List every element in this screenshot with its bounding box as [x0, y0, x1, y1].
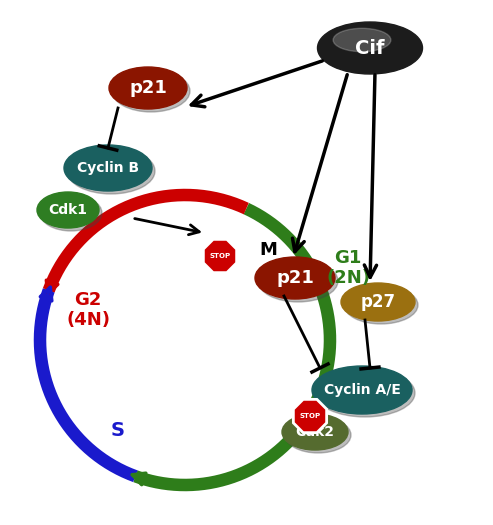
Text: p27: p27: [360, 293, 395, 311]
Text: Cyclin A/E: Cyclin A/E: [323, 383, 400, 397]
Ellipse shape: [37, 192, 99, 228]
Ellipse shape: [317, 22, 423, 74]
Text: STOP: STOP: [299, 413, 320, 419]
Ellipse shape: [40, 195, 102, 231]
Text: Cdk2: Cdk2: [295, 425, 334, 439]
Text: Cdk1: Cdk1: [48, 203, 87, 217]
Ellipse shape: [258, 260, 338, 302]
Text: S: S: [111, 421, 125, 439]
Ellipse shape: [315, 369, 415, 417]
Polygon shape: [293, 400, 327, 433]
Ellipse shape: [282, 414, 348, 450]
Ellipse shape: [344, 286, 418, 324]
Ellipse shape: [109, 67, 187, 109]
Ellipse shape: [341, 283, 415, 321]
Ellipse shape: [112, 70, 190, 112]
Ellipse shape: [333, 28, 391, 51]
Text: M: M: [259, 241, 277, 259]
Text: Cyclin B: Cyclin B: [77, 161, 139, 175]
Text: Cif: Cif: [355, 38, 385, 58]
Text: p21: p21: [129, 79, 167, 97]
Ellipse shape: [64, 145, 152, 191]
Text: STOP: STOP: [210, 253, 231, 259]
Ellipse shape: [255, 257, 335, 299]
Text: p21: p21: [276, 269, 314, 287]
Ellipse shape: [285, 417, 351, 453]
Ellipse shape: [312, 366, 412, 414]
Text: G2
(4N): G2 (4N): [66, 291, 110, 329]
Text: G1
(2N): G1 (2N): [326, 249, 370, 287]
Polygon shape: [204, 239, 237, 272]
Ellipse shape: [67, 148, 155, 194]
